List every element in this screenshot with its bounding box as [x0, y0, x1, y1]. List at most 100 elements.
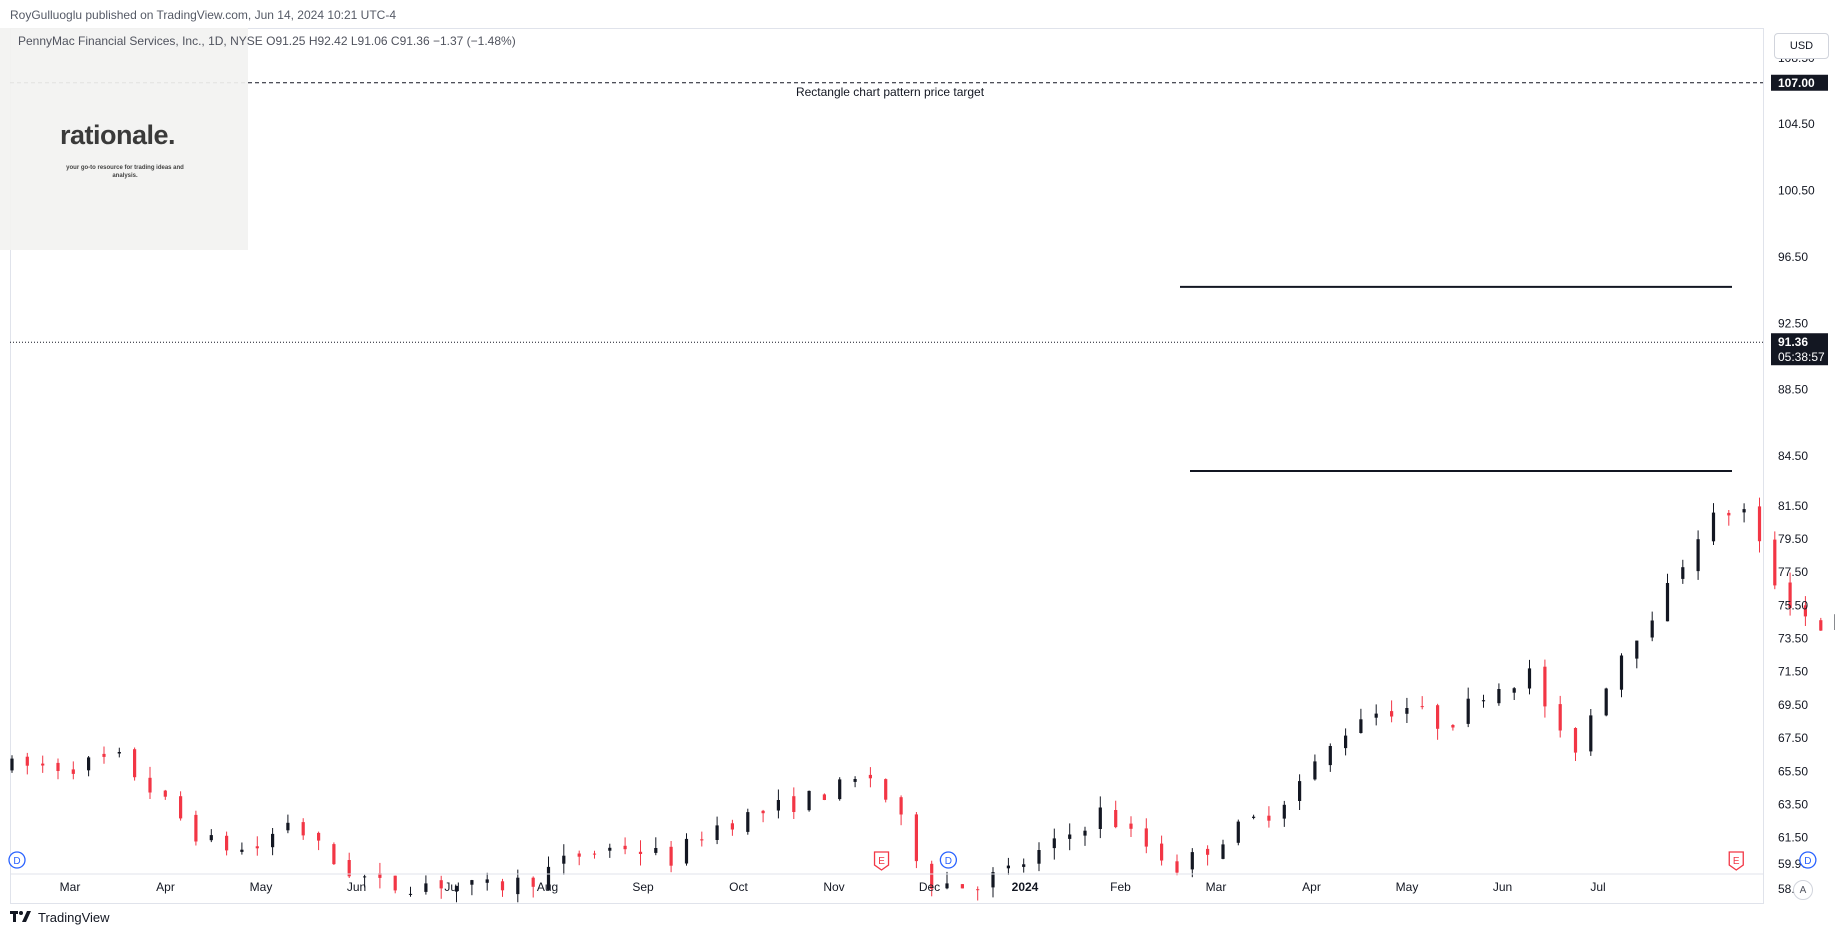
- y-tick-label: 104.50: [1778, 117, 1815, 131]
- candle-body: [577, 853, 581, 857]
- x-tick-label: May: [1396, 880, 1419, 894]
- logo-wordmark: rationale.: [60, 120, 176, 150]
- y-tick-label: 75.50: [1778, 598, 1808, 612]
- candle-body: [240, 849, 244, 852]
- candle-body: [669, 846, 673, 866]
- candle-body: [1236, 821, 1240, 843]
- candle-body: [608, 847, 612, 851]
- y-tick-label: 71.50: [1778, 665, 1808, 679]
- symbol-legend[interactable]: PennyMac Financial Services, Inc., 1D, N…: [18, 34, 516, 48]
- candle-body: [1006, 865, 1010, 869]
- y-tick-label: 61.50: [1778, 831, 1808, 845]
- candle-body: [1558, 704, 1562, 731]
- last-price-tag: [1771, 333, 1828, 366]
- x-tick-label: May: [250, 880, 273, 894]
- candle-body: [776, 800, 780, 811]
- y-tick-label: 77.50: [1778, 565, 1808, 579]
- candle-body: [347, 860, 351, 877]
- x-tick-label: Jun: [1493, 880, 1512, 894]
- candle-body: [117, 752, 121, 754]
- tradingview-logo-icon: [10, 911, 31, 922]
- candle-body: [1573, 728, 1578, 753]
- candle-body: [1512, 688, 1516, 693]
- candle-body: [1635, 640, 1639, 659]
- earnings-marker-icon[interactable]: [1728, 851, 1744, 871]
- candle-body: [194, 814, 198, 842]
- candle-body: [1098, 807, 1102, 829]
- x-tick-label: Sep: [632, 880, 654, 894]
- candle-body: [531, 877, 535, 887]
- price-axis[interactable]: [1763, 28, 1835, 904]
- candle-body: [1037, 850, 1041, 864]
- earnings-marker-letter: E: [1733, 856, 1740, 867]
- dividend-marker-icon[interactable]: [939, 851, 958, 869]
- candle-body: [301, 822, 305, 836]
- candle-body: [1696, 539, 1700, 572]
- x-tick-label: Dec: [919, 880, 940, 894]
- candle-body: [1298, 781, 1302, 801]
- candle-body: [822, 794, 826, 800]
- candle-body: [1819, 620, 1823, 631]
- candle-body: [56, 762, 60, 771]
- candle-body: [1083, 830, 1087, 836]
- candle-body: [363, 876, 367, 878]
- candle-body: [976, 889, 980, 891]
- candle-body: [1114, 810, 1118, 828]
- dividend-marker-icon[interactable]: [8, 851, 26, 869]
- footer-brand: TradingView: [10, 906, 110, 928]
- candle-body: [1711, 512, 1716, 542]
- y-tick-label: 100.50: [1778, 184, 1815, 198]
- x-tick-label: Feb: [1110, 880, 1131, 894]
- candle-body: [1543, 666, 1547, 707]
- candle-body: [684, 838, 689, 864]
- candle-body: [546, 866, 551, 890]
- candle-body: [1773, 539, 1777, 586]
- candle-body: [1206, 848, 1210, 855]
- candle-body: [500, 881, 505, 891]
- candle-body: [868, 774, 872, 779]
- candle-body: [332, 844, 336, 865]
- candle-body: [25, 756, 29, 766]
- x-tick-label: Jun: [347, 880, 366, 894]
- candle-body: [1252, 816, 1256, 818]
- currency-selector[interactable]: USD: [1774, 33, 1829, 59]
- candle-body: [271, 833, 275, 848]
- y-tick-label: 92.50: [1778, 316, 1808, 330]
- candle-body: [1604, 688, 1608, 716]
- price-target-tag: [1771, 74, 1828, 91]
- earnings-marker-icon[interactable]: [873, 851, 890, 871]
- y-tick-label: 73.50: [1778, 632, 1808, 646]
- publisher-line: RoyGulluoglu published on TradingView.co…: [10, 8, 397, 22]
- candle-body: [930, 863, 934, 889]
- watermark-logo-panel: rationale. your go-to resource for tradi…: [0, 28, 248, 250]
- candle-body: [41, 763, 45, 766]
- candle-body: [1374, 713, 1378, 718]
- candle-body: [960, 884, 964, 889]
- x-tick-label: Apr: [156, 880, 175, 894]
- candle-body: [1022, 864, 1026, 867]
- candle-body: [1727, 512, 1731, 516]
- y-tick-label: 79.50: [1778, 532, 1808, 546]
- candle-body: [1221, 844, 1225, 859]
- candle-body: [1328, 746, 1332, 766]
- y-tick-label: 63.50: [1778, 797, 1808, 811]
- candle-body: [1313, 761, 1317, 780]
- candle-body: [102, 753, 106, 757]
- candle-body: [1160, 843, 1164, 861]
- legend-low: L91.06: [350, 34, 388, 48]
- x-tick-label: Oct: [729, 880, 748, 894]
- candle-body: [209, 835, 213, 841]
- candle-body: [317, 832, 321, 841]
- candle-body: [899, 797, 903, 815]
- dividend-marker-icon[interactable]: [1799, 851, 1817, 869]
- auto-scale-button[interactable]: A: [1793, 880, 1813, 900]
- candle-body: [838, 779, 842, 800]
- candle-body: [1451, 725, 1455, 728]
- x-tick-label: Mar: [60, 880, 81, 894]
- chart-pane[interactable]: [10, 28, 1775, 904]
- candle-body: [592, 853, 597, 855]
- candle-body: [945, 883, 949, 889]
- dividend-marker-letter: D: [1804, 856, 1811, 867]
- candle-body: [991, 872, 995, 888]
